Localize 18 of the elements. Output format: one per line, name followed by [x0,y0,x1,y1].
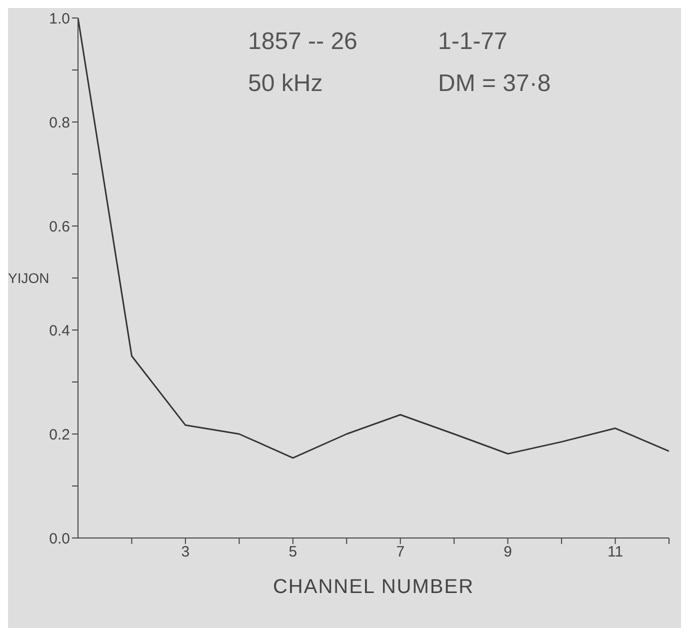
annotation: 1-1-77 [438,28,508,56]
y-tick-label: 1.0 [49,10,70,28]
annotation: 1857 -- 26 [248,28,358,56]
x-axis-title: CHANNEL NUMBER [272,576,474,598]
y-tick-label: 0.6 [49,218,70,236]
x-tick-label: 3 [181,544,190,561]
y-tick-label: 0.4 [49,322,70,340]
annotation: DM = 37·8 [438,70,552,98]
x-tick-label: 5 [288,544,298,561]
y-tick-label: 0.8 [49,114,70,132]
annotation: 50 kHz [248,70,324,98]
y-tick-label: 0.0 [49,530,70,548]
line-series [78,18,669,459]
y-tick-label: 0.2 [49,426,70,444]
x-tick-label: 7 [396,544,405,561]
x-tick-label: 9 [504,544,512,561]
y-axis-title: YIJON [8,270,50,286]
x-tick-label: 11 [607,544,624,561]
